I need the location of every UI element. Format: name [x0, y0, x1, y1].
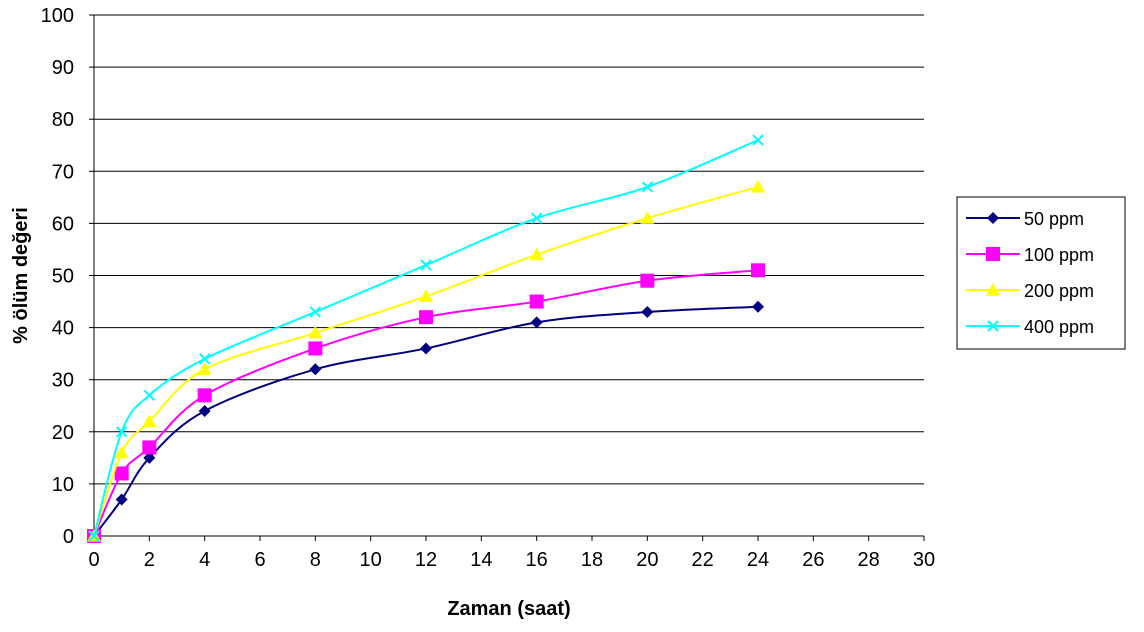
- series-100-ppm: [87, 263, 765, 543]
- y-tick-label: 90: [52, 57, 74, 79]
- data-point: [751, 263, 765, 278]
- series-line: [93, 185, 759, 537]
- x-tick-label: 12: [415, 549, 437, 571]
- data-point: [420, 342, 432, 355]
- x-axis-title: Zaman (saat): [447, 598, 570, 620]
- data-point: [198, 353, 211, 365]
- data-point: [308, 325, 323, 339]
- y-tick-label: 70: [52, 161, 74, 183]
- x-tick-label: 6: [254, 549, 265, 571]
- y-tick-label: 40: [52, 318, 74, 340]
- y-tick-label: 30: [52, 370, 74, 392]
- x-tick-label: 8: [310, 549, 321, 571]
- x-tick-label: 14: [470, 549, 492, 571]
- series-400-ppm: [88, 134, 764, 542]
- x-tick-label: 18: [581, 549, 603, 571]
- data-point: [197, 388, 212, 403]
- x-tick-label: 26: [802, 549, 824, 571]
- data-point: [197, 362, 212, 375]
- data-point: [529, 294, 544, 309]
- legend-item: 400 ppm: [966, 317, 1094, 337]
- data-point: [640, 273, 655, 288]
- data-point: [419, 310, 433, 325]
- legend-label: 400 ppm: [1024, 317, 1094, 337]
- y-tick-label: 0: [63, 526, 74, 548]
- legend-box: [956, 196, 1126, 350]
- data-point: [88, 530, 100, 542]
- series-group: [87, 134, 765, 543]
- data-point: [752, 300, 764, 313]
- data-point: [142, 440, 157, 455]
- data-point: [751, 179, 765, 193]
- series-50-ppm: [88, 300, 764, 542]
- x-tick-label: 0: [88, 549, 99, 571]
- data-point: [530, 316, 543, 329]
- data-point: [641, 305, 654, 318]
- x-tick-label: 2: [144, 549, 155, 571]
- data-point: [143, 451, 156, 464]
- data-point: [308, 341, 323, 356]
- y-tick-label: 20: [52, 422, 74, 444]
- data-point: [198, 404, 211, 417]
- data-point: [752, 134, 764, 146]
- legend-items: 50 ppm 100 ppm 200 ppm 400 ppm: [966, 209, 1094, 337]
- legend-label: 100 ppm: [1024, 245, 1094, 265]
- legend-marker: [986, 283, 1000, 296]
- x-tick-label: 30: [913, 549, 935, 571]
- data-point: [419, 289, 433, 302]
- legend: 50 ppm 100 ppm 200 ppm 400 ppm: [956, 196, 1126, 350]
- x-tick-label: 22: [692, 549, 714, 571]
- legend-marker: [986, 247, 1000, 261]
- data-point: [143, 389, 156, 402]
- data-point: [309, 363, 322, 376]
- legend-item: 50 ppm: [966, 209, 1084, 229]
- series-line: [93, 305, 759, 537]
- data-point: [114, 466, 129, 481]
- y-tick-label: 10: [52, 474, 74, 496]
- x-axis-ticks: 0 2 4 6 8 10 12 14 16 18 20 22 24 26 28 30: [88, 536, 935, 571]
- data-point: [115, 426, 128, 438]
- data-point: [529, 247, 544, 261]
- legend-item: 200 ppm: [966, 281, 1094, 301]
- series-200-ppm: [87, 179, 765, 542]
- y-tick-label: 80: [52, 109, 74, 131]
- y-tick-label: 100: [41, 5, 74, 27]
- series-line: [93, 269, 759, 537]
- data-point: [641, 181, 654, 193]
- data-point: [114, 445, 129, 459]
- y-axis-ticks: 0 10 20 30 40 50 60 70 80 90 100: [41, 5, 94, 548]
- legend-item: 100 ppm: [966, 245, 1094, 265]
- x-tick-label: 10: [360, 549, 382, 571]
- legend-marker: [987, 320, 999, 332]
- data-point: [142, 414, 157, 427]
- data-point: [115, 493, 128, 506]
- data-point: [640, 211, 655, 224]
- x-tick-label: 4: [199, 549, 210, 571]
- data-point: [530, 212, 543, 224]
- legend-label: 200 ppm: [1024, 281, 1094, 301]
- x-tick-label: 16: [526, 549, 548, 571]
- x-tick-label: 28: [858, 549, 880, 571]
- data-point: [309, 306, 322, 318]
- x-tick-label: 24: [747, 549, 769, 571]
- legend-marker: [987, 212, 999, 224]
- data-point: [420, 259, 432, 271]
- y-tick-label: 50: [52, 266, 74, 288]
- gridlines: [94, 14, 924, 485]
- y-tick-label: 60: [52, 213, 74, 235]
- series-line: [93, 139, 759, 537]
- y-axis-title: % ölüm değeri: [10, 207, 32, 344]
- legend-label: 50 ppm: [1024, 209, 1084, 229]
- x-tick-label: 20: [636, 549, 658, 571]
